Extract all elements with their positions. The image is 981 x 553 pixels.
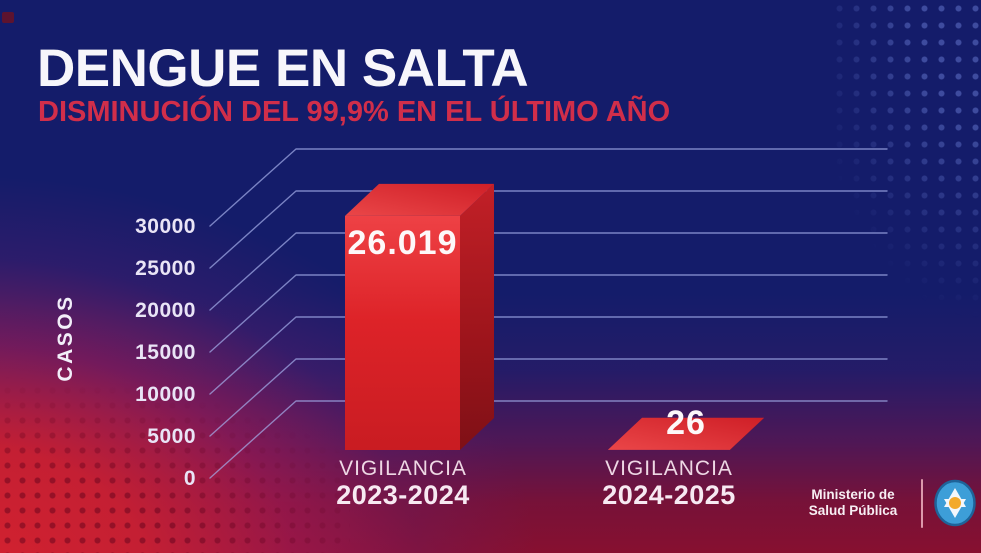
category-line1: VIGILANCIA [605, 457, 733, 480]
category-line1: VIGILANCIA [339, 457, 467, 480]
gridline-30000 [209, 148, 888, 227]
y-tick-label: 10000 [135, 383, 196, 406]
bar-side-face [460, 183, 494, 451]
grid-layer: 0 5000 10000 15000 20000 25000 30000 CASOS [54, 148, 888, 490]
y-tick-label: 25000 [135, 257, 196, 280]
bar-2024-2025: 26 [608, 404, 764, 450]
page-title: DENGUE EN SALTA [37, 39, 529, 98]
page-subtitle: DISMINUCIÓN DEL 99,9% EN EL ÚLTIMO AÑO [38, 96, 671, 128]
category-label-2023-2024: VIGILANCIA 2023-2024 [313, 457, 493, 511]
gridline-15000 [209, 274, 888, 353]
bar-top-face [345, 183, 494, 216]
y-tick-label: 15000 [135, 341, 196, 364]
gridline-10000 [209, 316, 888, 395]
y-tick-label: 5000 [147, 425, 196, 448]
bar-front-face [345, 215, 460, 450]
ministry-name-line1: Ministerio de [811, 487, 895, 502]
bar-2023-2024: 26.019 [345, 183, 494, 451]
y-axis-title: CASOS [54, 294, 77, 381]
category-line2: 2024-2025 [602, 480, 736, 510]
footer-divider [921, 479, 923, 528]
bar-value-label: 26 [666, 404, 706, 442]
gridline-25000 [209, 190, 888, 269]
bar-value-label: 26.019 [348, 224, 458, 262]
salta-government-logo [934, 479, 976, 527]
category-line2: 2023-2024 [336, 480, 470, 510]
y-tick-label: 30000 [135, 215, 196, 238]
y-tick-label: 20000 [135, 299, 196, 322]
bar-side-face [730, 417, 764, 450]
gridline-5000 [209, 358, 888, 437]
category-label-2024-2025: VIGILANCIA 2024-2025 [579, 457, 759, 511]
ministry-name-line2: Salud Pública [808, 503, 898, 518]
gridline-0 [209, 400, 888, 479]
logo-sun-icon [949, 497, 961, 509]
y-tick-label: 0 [184, 467, 196, 490]
ministry-name: Ministerio de Salud Pública [798, 487, 908, 519]
ministry-branding: Ministerio de Salud Pública [790, 475, 981, 535]
corner-mark [2, 12, 14, 23]
bars-layer: 26.019 26 [345, 183, 764, 451]
gridline-20000 [209, 232, 888, 311]
bar-top-face [608, 417, 764, 450]
